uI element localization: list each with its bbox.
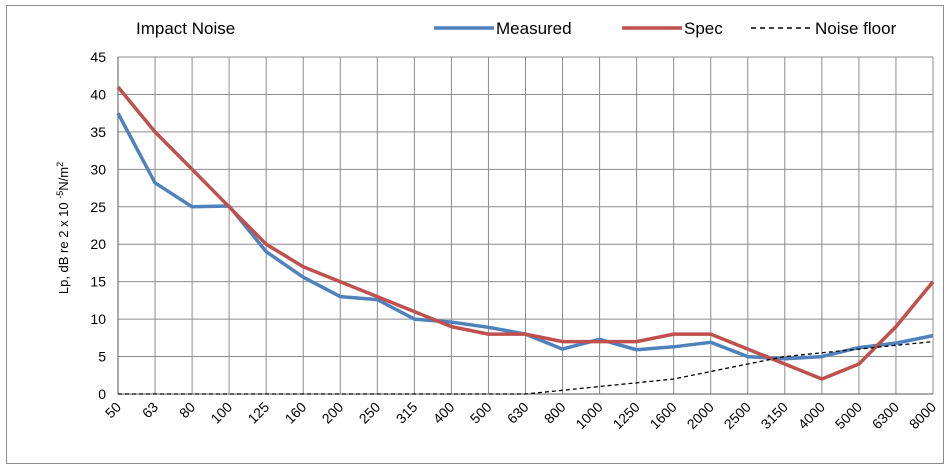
y-tick-label: 40 xyxy=(90,86,106,102)
chart-title: Impact Noise xyxy=(136,19,235,38)
y-tick-label: 10 xyxy=(90,311,106,327)
y-tick-label: 25 xyxy=(90,199,106,215)
legend-item-noise-floor: Noise floor xyxy=(751,19,897,38)
x-tick-label: 80 xyxy=(176,399,198,421)
legend-item-measured: Measured xyxy=(434,19,572,38)
y-axis-label: Lp, dB re 2 x 10 -5N/m2 xyxy=(55,162,71,294)
x-tick-label: 5000 xyxy=(832,399,865,432)
legend-item-spec: Spec xyxy=(622,19,723,38)
legend: Measured Spec Noise floor xyxy=(434,19,897,38)
legend-label: Spec xyxy=(684,19,723,38)
x-tick-label: 250 xyxy=(356,399,384,427)
series-line-spec xyxy=(116,85,935,381)
y-tick-label: 20 xyxy=(90,236,106,252)
x-tick-label: 3150 xyxy=(758,399,791,432)
x-tick-label: 630 xyxy=(504,399,532,427)
x-tick-label: 1250 xyxy=(609,399,642,432)
x-tick-label: 500 xyxy=(467,399,495,427)
x-tick-label: 160 xyxy=(282,399,310,427)
y-tick-label: 15 xyxy=(90,274,106,290)
legend-label: Noise floor xyxy=(815,19,897,38)
series-lines xyxy=(116,85,935,395)
y-tick-label: 30 xyxy=(90,161,106,177)
x-tick-label: 800 xyxy=(541,399,569,427)
x-tick-label: 63 xyxy=(139,399,161,421)
x-tick-label: 1000 xyxy=(572,399,605,432)
x-tick-label: 2000 xyxy=(684,399,717,432)
series-line-noise-floor xyxy=(118,340,934,395)
x-tick-label: 1600 xyxy=(646,399,679,432)
grid xyxy=(117,56,934,395)
legend-label: Measured xyxy=(496,19,572,38)
y-tick-label: 5 xyxy=(98,349,106,365)
y-tick-label: 0 xyxy=(98,386,106,402)
x-tick-label: 4000 xyxy=(795,399,828,432)
y-axis-label-text: N/m xyxy=(56,167,71,191)
x-tick-label: 100 xyxy=(207,399,235,427)
x-tick-label: 200 xyxy=(319,399,347,427)
y-axis-label-text: Lp, dB re 2 x 10 xyxy=(56,199,71,294)
chart-frame xyxy=(6,5,944,464)
y-axis-label-superscript: -5 xyxy=(55,191,65,199)
y-tick-label: 35 xyxy=(90,124,106,140)
x-tick-label: 125 xyxy=(244,399,272,427)
x-tick-label: 2500 xyxy=(721,399,754,432)
y-tick-label: 45 xyxy=(90,49,106,65)
x-tick-label: 6300 xyxy=(869,399,902,432)
x-tick-label: 315 xyxy=(393,399,421,427)
y-axis-label-superscript: 2 xyxy=(55,162,65,167)
x-tick-label: 50 xyxy=(102,399,124,421)
x-tick-label: 400 xyxy=(430,399,458,427)
x-tick-label: 8000 xyxy=(906,399,939,432)
